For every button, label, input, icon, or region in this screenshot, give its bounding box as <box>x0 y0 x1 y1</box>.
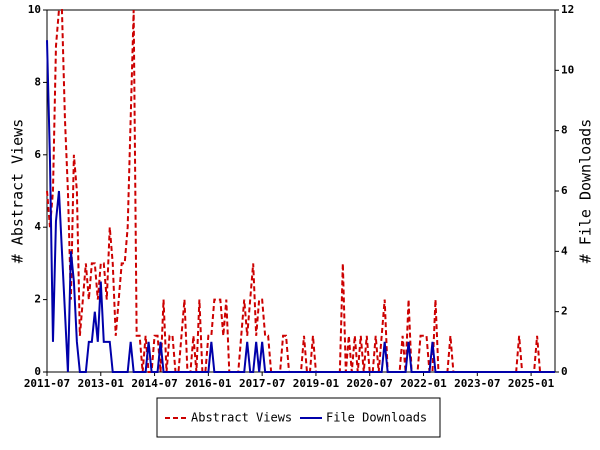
x-tick-label: 2017-07 <box>239 377 285 390</box>
legend-label: File Downloads <box>326 411 427 425</box>
x-tick-label: 2022-01 <box>400 377 447 390</box>
y-tick-label: 6 <box>34 148 41 161</box>
y2-tick-label: 12 <box>561 3 574 16</box>
y-tick-label: 10 <box>28 3 41 16</box>
x-tick-label: 2023-07 <box>454 377 500 390</box>
y-tick-label: 0 <box>34 365 41 378</box>
x-tick-label: 2011-07 <box>24 377 70 390</box>
plot-frame <box>46 9 556 373</box>
legend-label: Abstract Views <box>191 411 292 425</box>
legend-box <box>156 397 441 438</box>
y2-axis-title: # File Downloads <box>577 119 595 264</box>
series-line <box>46 9 555 373</box>
y2-tick-label: 2 <box>561 305 568 318</box>
x-tick-label: 2025-01 <box>508 377 555 390</box>
y-tick-label: 2 <box>34 293 41 306</box>
x-tick-label: 2020-07 <box>347 377 393 390</box>
series-line <box>46 40 555 373</box>
y2-tick-label: 10 <box>561 63 574 76</box>
y2-tick-label: 6 <box>561 184 568 197</box>
y2-tick-label: 8 <box>561 124 568 137</box>
x-tick-label: 2019-01 <box>293 377 340 390</box>
y-axis-title: # Abstract Views <box>9 119 27 264</box>
y2-tick-label: 4 <box>561 244 568 257</box>
y-tick-label: 8 <box>34 75 41 88</box>
x-tick-label: 2016-01 <box>185 377 232 390</box>
x-tick-label: 2013-01 <box>78 377 125 390</box>
y-tick-label: 4 <box>34 220 41 233</box>
y2-tick-label: 0 <box>561 365 568 378</box>
x-tick-label: 2014-07 <box>131 377 177 390</box>
